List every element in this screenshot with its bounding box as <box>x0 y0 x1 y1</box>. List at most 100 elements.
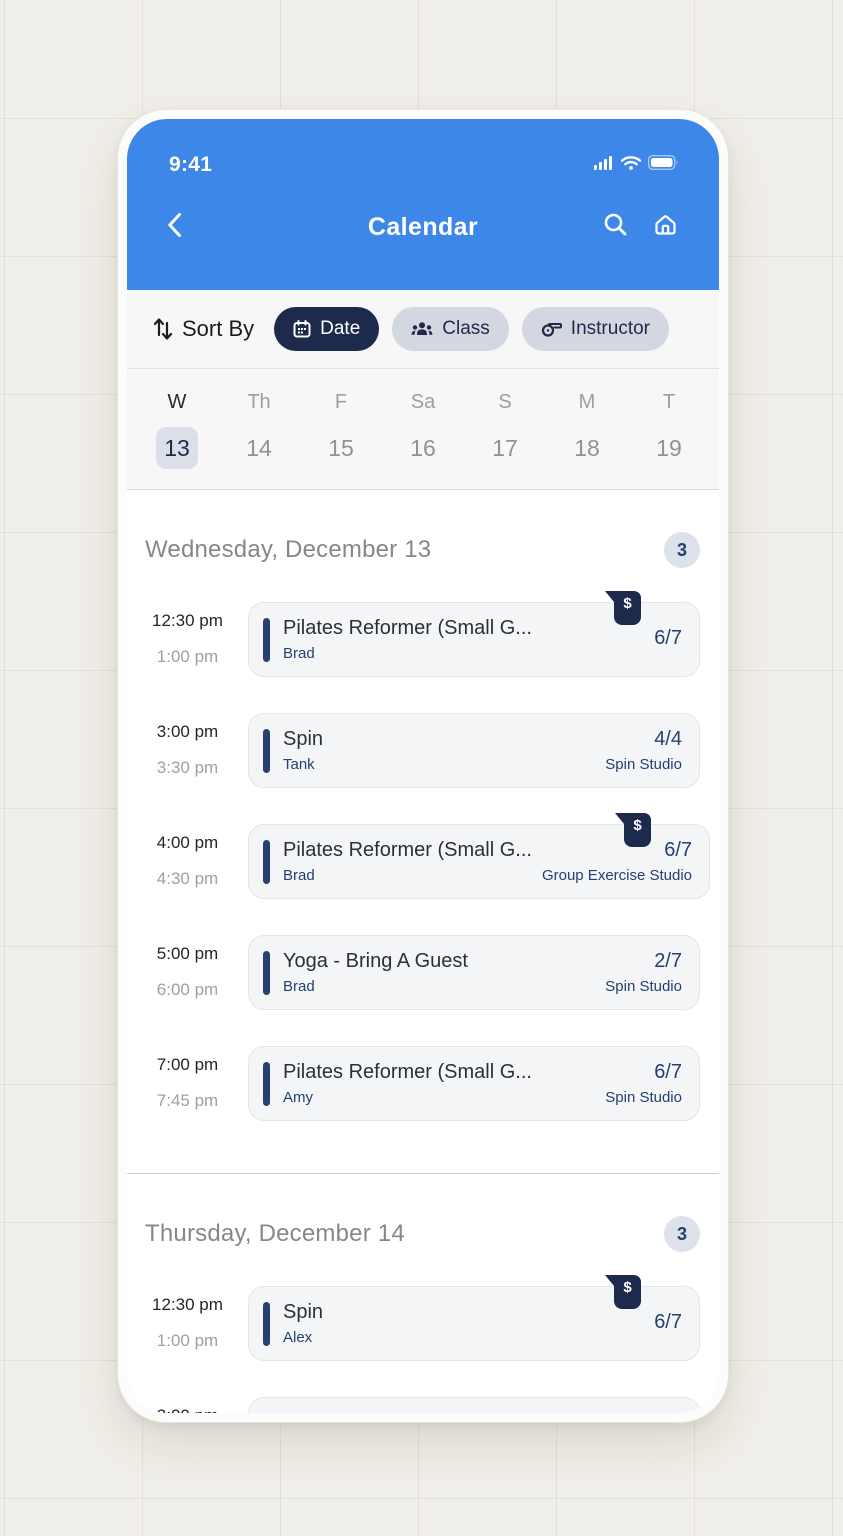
class-card[interactable]: Yoga - Bring A Guest Tank 6/7 Spin Studi… <box>248 1397 700 1413</box>
class-start-time: 3:00 pm <box>156 722 219 741</box>
calendar-icon <box>293 320 311 338</box>
sort-pill[interactable]: Date <box>274 307 380 351</box>
class-card[interactable]: Yoga - Bring A Guest Brad 2/7 Spin Studi… <box>248 935 700 1010</box>
paid-badge: $ <box>605 591 641 625</box>
phone-frame: 9:41 <box>118 110 728 1422</box>
day-abbr: M <box>578 391 596 413</box>
class-accent-bar <box>263 1061 270 1106</box>
class-instructor: Brad <box>283 978 315 995</box>
class-end-time: 4:30 pm <box>156 869 219 888</box>
status-time: 9:41 <box>169 153 213 176</box>
week-day[interactable]: W 13 <box>136 389 218 489</box>
class-studio: Spin Studio <box>605 978 682 995</box>
status-icons <box>594 154 679 175</box>
sort-toolbar: Sort By <box>127 290 719 369</box>
class-row: 4:00 pm 4:30 pm $ Pilates Reformer (Smal… <box>127 813 719 899</box>
class-accent-bar <box>263 839 270 884</box>
people-icon <box>411 320 433 338</box>
class-end-time: 1:00 pm <box>156 1331 219 1350</box>
class-row: 3:00 pm Yoga - Bring A Guest Tank 6/7 Sp… <box>127 1397 719 1413</box>
class-accent-bar <box>263 728 270 773</box>
class-card[interactable]: Pilates Reformer (Small G... Amy 6/7 Spi… <box>248 1046 700 1121</box>
section-title: Wednesday, December 13 <box>145 536 432 563</box>
class-studio: Group Exercise Studio <box>541 867 693 884</box>
class-end-time: 6:00 pm <box>156 980 219 999</box>
back-button[interactable] <box>167 212 182 243</box>
day-number: 17 <box>492 435 518 461</box>
week-day[interactable]: T 19 <box>628 389 710 489</box>
class-times: 12:30 pm 1:00 pm <box>127 602 248 677</box>
day-abbr: W <box>167 391 187 413</box>
cellular-signal-icon <box>594 155 614 175</box>
class-times: 3:00 pm <box>127 1397 248 1413</box>
class-instructor: Amy <box>283 1089 313 1106</box>
day-abbr: Sa <box>410 391 436 413</box>
class-name: Spin <box>283 728 324 750</box>
class-name: Spin <box>283 1301 324 1323</box>
class-accent-bar <box>263 1412 270 1413</box>
class-instructor: Alex <box>283 1329 313 1346</box>
section-header: Wednesday, December 13 3 <box>145 532 700 568</box>
class-instructor: Brad <box>283 645 315 662</box>
class-capacity: 6/7 <box>664 839 693 861</box>
paid-badge: $ <box>615 813 652 847</box>
week-day[interactable]: F 15 <box>300 389 382 489</box>
week-day[interactable]: Sa 16 <box>382 389 464 489</box>
nav-bar: Calendar <box>127 203 719 251</box>
day-number: 19 <box>656 435 682 461</box>
class-card[interactable]: $ Pilates Reformer (Small G... Brad 6/7 … <box>248 813 711 899</box>
day-number: 14 <box>246 435 272 461</box>
class-name: Pilates Reformer (Small G... <box>283 1061 532 1083</box>
battery-icon <box>647 154 679 175</box>
class-start-time: 5:00 pm <box>156 944 219 963</box>
class-card[interactable]: $ Pilates Reformer (Small G... Brad 6/7 <box>248 591 700 677</box>
sort-label: Sort By <box>153 316 254 342</box>
class-start-time: 7:00 pm <box>156 1055 219 1074</box>
class-times: 7:00 pm 7:45 pm <box>127 1046 248 1121</box>
class-end-time: 7:45 pm <box>156 1091 219 1110</box>
home-icon <box>652 211 679 243</box>
class-card[interactable]: $ Spin Alex 6/7 <box>248 1275 700 1361</box>
search-icon <box>603 212 628 242</box>
search-button[interactable] <box>603 212 628 242</box>
class-studio: Spin Studio <box>605 1089 682 1106</box>
sort-pill[interactable]: Instructor <box>521 307 669 351</box>
week-day[interactable]: S 17 <box>464 389 546 489</box>
section-count-badge: 3 <box>664 1216 700 1252</box>
week-strip: W 13 Th 14 F 15 Sa 16 S 17 M 18 T 19 <box>127 369 719 490</box>
sort-pill-label: Instructor <box>570 318 650 339</box>
class-start-time: 12:30 pm <box>152 1295 223 1314</box>
section-title: Thursday, December 14 <box>145 1220 405 1247</box>
class-card[interactable]: Spin Tank 4/4 Spin Studio <box>248 713 700 788</box>
week-day[interactable]: Th 14 <box>218 389 300 489</box>
class-name: Yoga - Bring A Guest <box>283 950 468 972</box>
day-number: 15 <box>328 435 354 461</box>
class-name: Pilates Reformer (Small G... <box>283 839 532 861</box>
class-accent-bar <box>263 950 270 995</box>
sort-arrows-icon <box>153 316 175 342</box>
section-count-badge: 3 <box>664 532 700 568</box>
home-button[interactable] <box>652 211 679 243</box>
class-studio: Spin Studio <box>605 756 682 773</box>
class-capacity: 2/7 <box>654 950 682 972</box>
sort-pill[interactable]: Class <box>392 307 509 351</box>
day-abbr: Th <box>247 391 271 413</box>
whistle-icon <box>541 321 562 337</box>
class-capacity: 4/4 <box>654 728 682 750</box>
class-capacity: 6/7 <box>654 1311 682 1333</box>
class-end-time: 1:00 pm <box>156 647 219 666</box>
class-row: 12:30 pm 1:00 pm $ Pilates Reformer (Sma… <box>127 591 719 677</box>
status-bar: 9:41 <box>127 119 719 177</box>
class-row: 12:30 pm 1:00 pm $ Spin Alex 6/7 <box>127 1275 719 1361</box>
week-day[interactable]: M 18 <box>546 389 628 489</box>
class-accent-bar <box>263 617 270 662</box>
class-name: Yoga - Bring A Guest <box>283 1410 595 1413</box>
wifi-icon <box>620 155 642 175</box>
class-instructor: Tank <box>283 756 315 773</box>
class-accent-bar <box>263 1301 270 1346</box>
class-times: 5:00 pm 6:00 pm <box>127 935 248 1010</box>
class-instructor: Brad <box>283 867 315 884</box>
class-start-time: 3:00 pm <box>127 1405 248 1413</box>
app-screen: 9:41 <box>127 119 719 1413</box>
